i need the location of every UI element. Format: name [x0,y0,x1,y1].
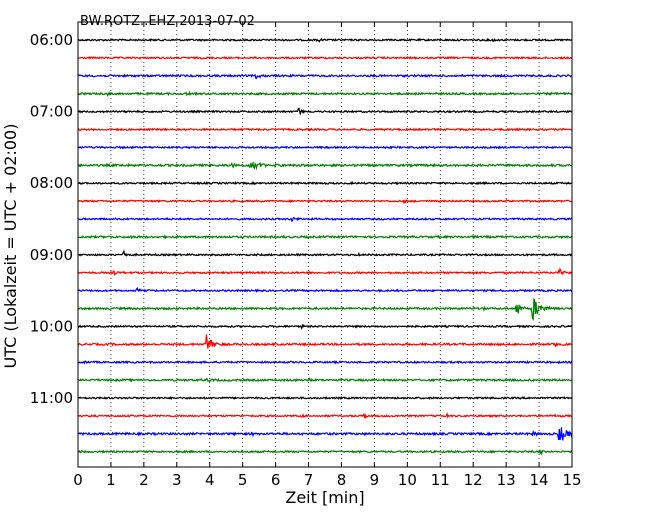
trace-0845 [77,234,573,240]
trace-0715 [77,127,573,132]
x-axis-label: Zeit [min] [285,488,364,507]
x-tick-label-3: 3 [172,471,182,489]
trace-0600 [77,37,573,43]
trace-0745 [77,160,573,171]
y-axis-label: UTC (Lokalzeit = UTC + 02:00) [1,124,20,369]
x-tick-label-8: 8 [337,471,347,489]
trace-0930 [77,286,573,293]
trace-0645 [77,90,573,97]
y-tick-label-1: 07:00 [30,103,73,121]
x-tick-label-2: 2 [139,471,149,489]
trace-1100 [77,396,573,401]
trace-0630 [77,73,573,79]
plot-frame [77,21,573,468]
trace-0700 [77,107,573,116]
y-tick-label-3: 09:00 [30,246,73,264]
x-tick-label-6: 6 [271,471,281,489]
trace-0830 [77,216,573,223]
trace-series [77,37,573,456]
x-tick-label-1: 1 [106,471,116,489]
x-tick-label-9: 9 [370,471,380,489]
x-tick-label-11: 11 [431,471,450,489]
trace-0915 [77,267,573,277]
x-tick-label-0: 0 [73,471,83,489]
trace-1015 [77,334,573,349]
trace-0815 [77,198,573,204]
y-tick-label-4: 10:00 [30,317,73,335]
trace-0945 [77,297,573,322]
x-tick-label-7: 7 [304,471,314,489]
x-tick-label-4: 4 [205,471,215,489]
trace-1145 [77,449,573,456]
axis-ticks: 0 1 2 3 4 5 6 7 8 9 10 11 12 13 14 1506:0007:0008:0009:… [30,22,582,489]
y-tick-label-5: 11:00 [30,389,73,407]
x-tick-label-5: 5 [238,471,248,489]
trace-1045 [77,377,573,383]
x-tick-label-13: 13 [497,471,516,489]
trace-1130 [77,427,573,441]
trace-1030 [77,359,573,365]
x-tick-label-15: 15 [562,471,581,489]
trace-1000 [77,323,573,331]
x-tick-label-14: 14 [530,471,549,489]
y-tick-label-2: 08:00 [30,174,73,192]
trace-1115 [77,412,573,420]
y-tick-label-0: 06:00 [30,31,73,49]
trace-0800 [77,181,573,186]
trace-0900 [77,249,573,257]
x-tick-label-12: 12 [464,471,483,489]
x-tick-label-10: 10 [398,471,417,489]
trace-0615 [77,55,573,60]
trace-0730 [77,145,572,150]
